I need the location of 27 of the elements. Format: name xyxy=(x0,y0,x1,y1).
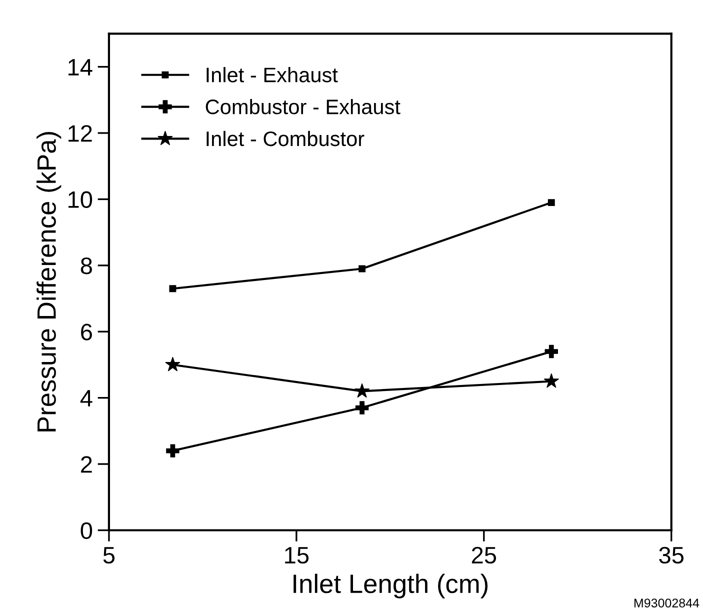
y-axis-title: Pressure Difference (kPa) xyxy=(36,132,62,432)
y-tick-label: 8 xyxy=(80,257,92,274)
point xyxy=(166,444,180,458)
y-tick-label: 6 xyxy=(81,324,92,340)
point xyxy=(169,285,176,292)
x-tick-label: 5 xyxy=(103,547,115,564)
text: M93002844 xyxy=(634,598,700,608)
legend-label: Inlet - Combustor xyxy=(206,130,364,146)
x-tick-label: 15 xyxy=(285,547,309,564)
y-tick-label: 0 xyxy=(80,522,92,540)
point xyxy=(165,356,180,372)
x-tick-label: 25 xyxy=(472,546,496,564)
y-tick-label: 12 xyxy=(68,125,92,142)
point xyxy=(354,383,370,398)
y-tick-label: 2 xyxy=(81,456,92,473)
legend-label: Inlet - Exhaust xyxy=(206,67,338,82)
x-tick-label: 35 xyxy=(659,546,684,564)
y-tick-label: 4 xyxy=(80,390,92,406)
point xyxy=(548,199,555,206)
point xyxy=(544,344,558,358)
point xyxy=(544,373,559,388)
legend-label: Combustor - Exhaust xyxy=(206,98,400,114)
x-axis-title: Inlet Length (cm) xyxy=(294,574,488,598)
y-tick-label: 10 xyxy=(68,191,92,208)
y-tick-label: 14 xyxy=(68,59,92,76)
point xyxy=(358,265,366,272)
point xyxy=(355,401,369,414)
